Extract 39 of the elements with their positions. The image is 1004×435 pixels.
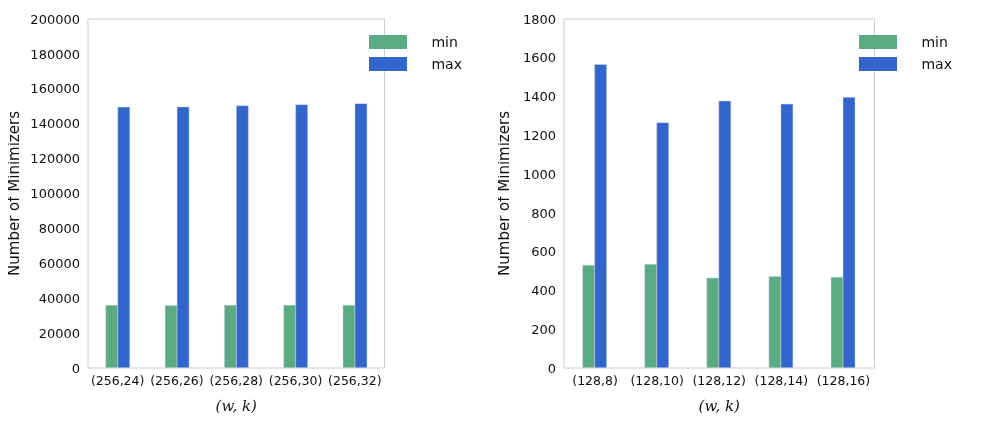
x-tick-label: (128,12) [692, 372, 746, 388]
x-tick-label: (256,24) [90, 372, 145, 388]
y-tick-label: 60000 [38, 255, 80, 271]
x-tick-label: (128,14) [754, 372, 809, 388]
x-tick-label: (128,10) [630, 372, 684, 388]
y-tick-label: 200000 [30, 11, 80, 27]
y-tick-label: 40000 [38, 290, 80, 306]
x-tick-label: (256,26) [150, 372, 204, 388]
y-tick-label: 1600 [522, 50, 556, 66]
y-tick-label: 400 [531, 283, 556, 299]
x-tick-label: (128,16) [816, 372, 871, 388]
x-axis-title: (w, k) [698, 396, 741, 415]
y-tick-label: 800 [531, 205, 556, 221]
x-tick-label: (128,8) [572, 372, 618, 388]
y-tick-label: 180000 [30, 46, 80, 62]
y-tick-label: 1200 [522, 127, 556, 143]
y-tick-label: 0 [71, 360, 80, 376]
y-tick-label: 0 [547, 360, 556, 376]
y-tick-label: 140000 [30, 116, 80, 132]
y-tick-label: 1800 [522, 11, 556, 27]
x-tick-label: (256,32) [328, 372, 382, 388]
y-tick-label: 20000 [38, 325, 80, 341]
y-tick-label: 1400 [522, 89, 556, 105]
x-axis-title: (w, k) [215, 396, 258, 415]
y-tick-label: 120000 [30, 151, 80, 167]
y-tick-label: 160000 [30, 81, 80, 97]
legend-label: max [431, 56, 462, 72]
x-tick-label: (256,30) [268, 372, 323, 388]
x-tick-label: (256,28) [209, 372, 263, 388]
y-axis-title: Number of Minimizers [495, 110, 514, 276]
y-tick-label: 200 [531, 321, 556, 337]
y-tick-label: 600 [531, 244, 556, 260]
y-tick-label: 80000 [38, 221, 80, 237]
legend-label: min [431, 34, 458, 50]
y-axis-title: Number of Minimizers [5, 110, 24, 276]
legend-label: min [921, 34, 948, 50]
y-tick-label: 100000 [30, 186, 80, 202]
y-tick-label: 1000 [522, 166, 556, 182]
legend-label: max [921, 56, 952, 72]
